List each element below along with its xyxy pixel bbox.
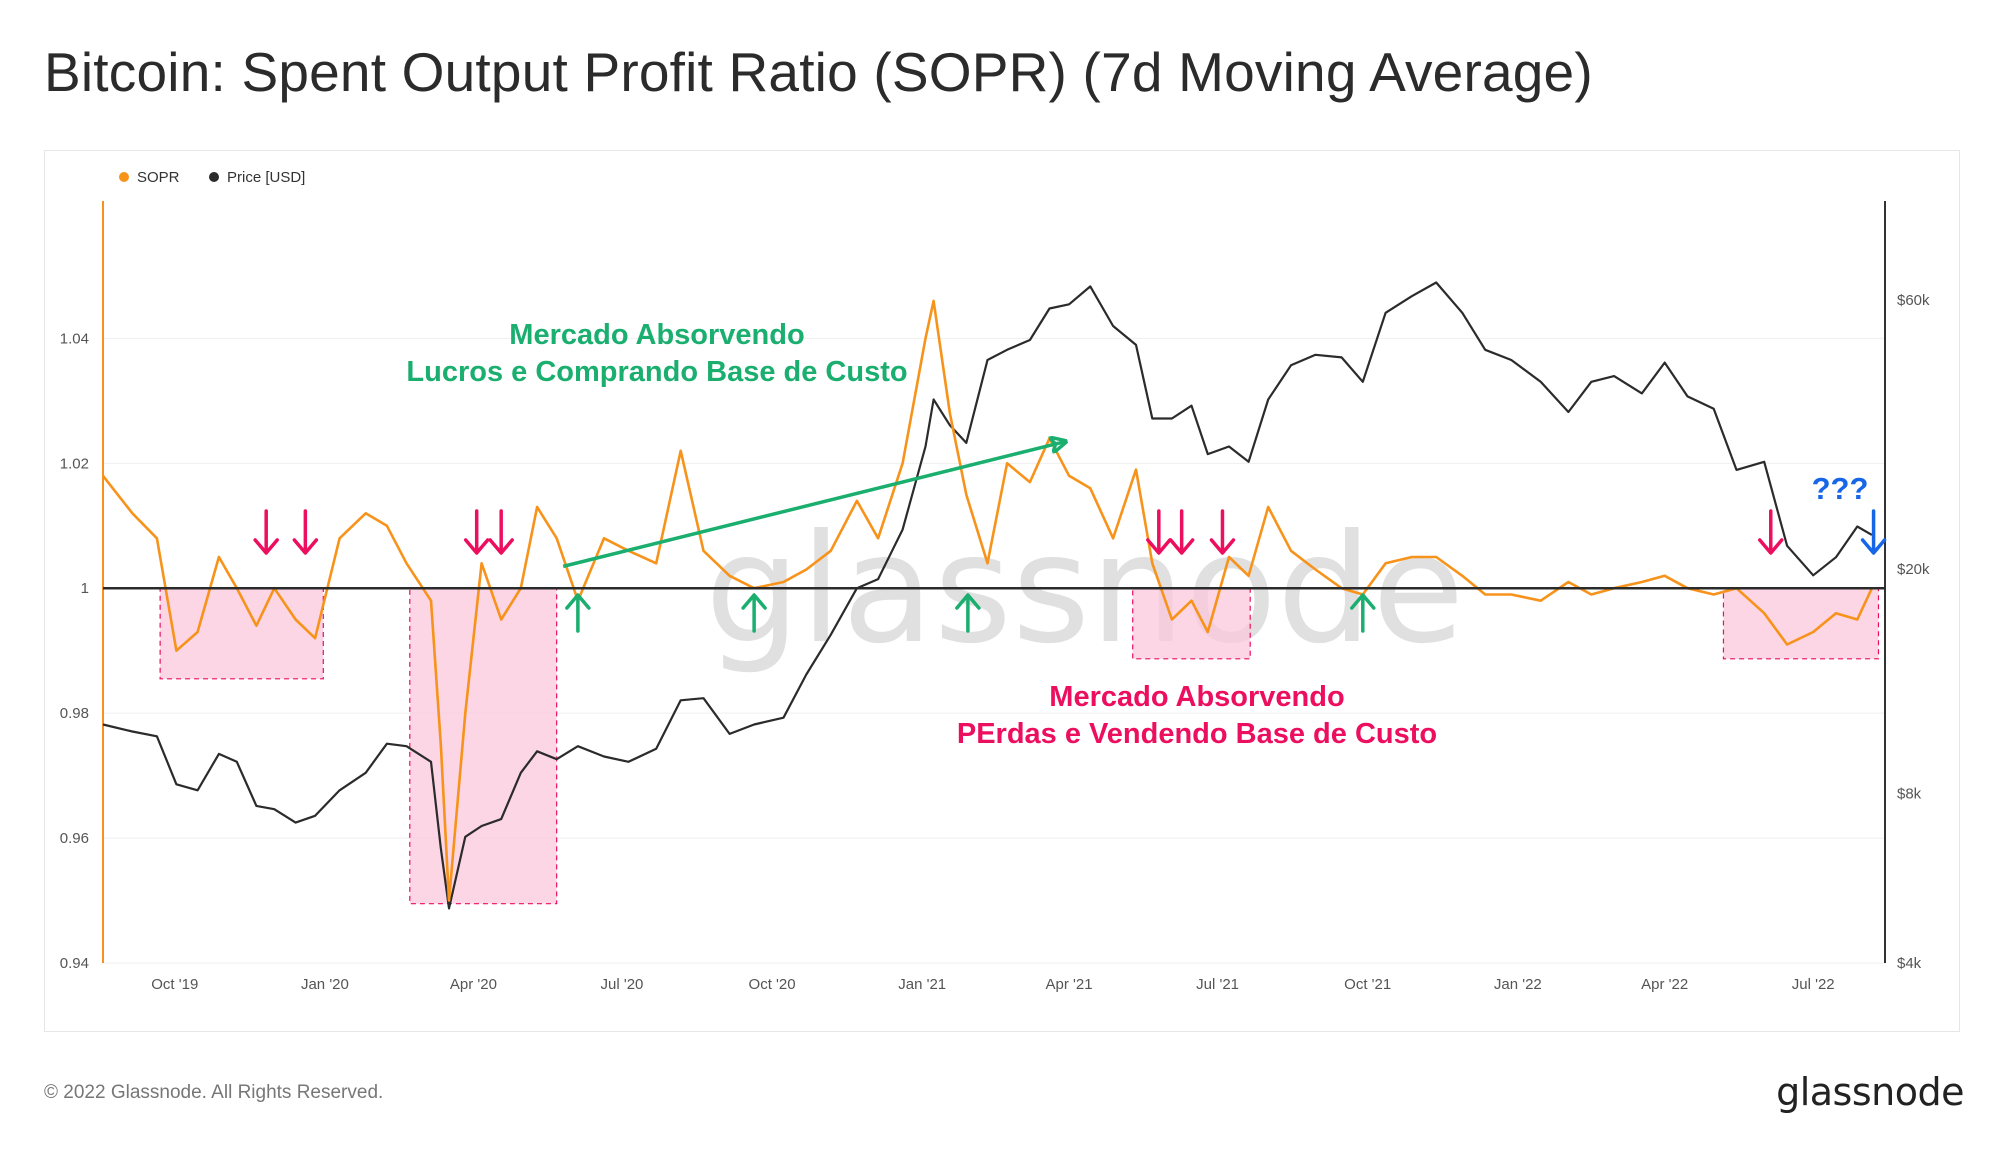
price-series-line [102, 281, 1873, 910]
arrow-head [1350, 593, 1376, 610]
chart-container: SOPR Price [USD] glassnode 0.94 0.96 0.98 1… [44, 150, 1960, 1032]
red-down-arrow [1168, 509, 1195, 555]
loss-highlight-zone [409, 587, 558, 905]
x-tick-label: Oct '21 [1344, 976, 1391, 993]
annotation-green-line1: Mercado Absorvendo [509, 319, 804, 351]
y-left-tick-label: 0.94 [60, 955, 89, 972]
annotation-red-line1: Mercado Absorvendo [1049, 681, 1344, 713]
arrow-head [1758, 538, 1784, 555]
legend: SOPR Price [USD] [119, 169, 305, 186]
y-left-tick-label: 1 [81, 580, 89, 597]
loss-highlight-zone [1132, 587, 1251, 660]
green-up-arrow [955, 593, 981, 633]
y-left-tick-label: 0.98 [60, 705, 89, 722]
watermark: glassnode [705, 503, 1464, 677]
page-title: Bitcoin: Spent Output Profit Ratio (SOPR… [44, 41, 1593, 103]
sopr-price-chart: SOPR Price [USD] glassnode 0.94 0.96 0.98 1… [60, 169, 1930, 993]
x-tick-label: Jul '22 [1792, 976, 1835, 993]
arrow-head [253, 538, 279, 555]
legend-price-swatch [209, 172, 219, 182]
y-right-tick-label: $60k [1897, 292, 1930, 309]
annotation-question-marks: ??? [1812, 471, 1869, 506]
sopr-axis-ticks: 0.94 0.96 0.98 1 1.02 1.04 [60, 330, 89, 972]
arrow-head [1860, 538, 1887, 555]
sopr-series-line [101, 299, 1874, 902]
legend-price-label: Price [USD] [227, 169, 305, 186]
blue-down-arrow [1860, 509, 1887, 555]
x-tick-label: Jul '21 [1196, 976, 1239, 993]
annotation-green-line2: Lucros e Comprando Base de Custo [406, 356, 907, 388]
red-down-arrow [488, 509, 514, 555]
x-tick-label: Apr '21 [1046, 976, 1093, 993]
x-tick-label: Oct '20 [749, 976, 796, 993]
arrow-head [1168, 538, 1195, 555]
arrow-head [741, 593, 767, 610]
annotation-red-line2: PErdas e Vendendo Base de Custo [957, 718, 1437, 750]
red-down-arrow [1146, 509, 1172, 555]
arrow-markers [253, 509, 1887, 633]
arrow-head [488, 538, 514, 555]
y-left-tick-label: 1.04 [60, 330, 89, 347]
arrow-head [565, 593, 591, 610]
arrow-head [292, 538, 319, 555]
legend-sopr-label: SOPR [137, 169, 180, 186]
x-tick-label: Jan '21 [898, 976, 946, 993]
arrow-head [463, 538, 490, 555]
y-left-tick-label: 0.96 [60, 830, 89, 847]
x-tick-label: Apr '20 [450, 976, 497, 993]
y-left-tick-label: 1.02 [60, 455, 89, 472]
series [101, 281, 1874, 910]
price-axis-ticks: $4k $8k $20k $60k [1897, 292, 1930, 972]
glassnode-logo: glassnode [1776, 1070, 1964, 1114]
green-up-arrow [1350, 593, 1376, 633]
x-tick-label: Oct '19 [151, 976, 198, 993]
y-right-tick-label: $20k [1897, 561, 1930, 578]
red-down-arrow [292, 509, 319, 555]
red-down-arrow [1758, 509, 1784, 555]
arrow-head [1146, 538, 1172, 555]
copyright-text: © 2022 Glassnode. All Rights Reserved. [44, 1082, 384, 1103]
loss-highlight-zone [159, 587, 324, 680]
arrow-head [955, 593, 981, 610]
green-up-arrow [565, 593, 591, 633]
red-down-arrow [253, 509, 279, 555]
x-tick-label: Jan '22 [1494, 976, 1542, 993]
arrow-head [1209, 538, 1236, 555]
y-right-tick-label: $4k [1897, 955, 1922, 972]
red-down-arrow [463, 509, 490, 555]
x-tick-label: Jan '20 [301, 976, 349, 993]
green-up-arrow [741, 593, 767, 633]
legend-sopr-swatch [119, 172, 129, 182]
x-tick-label: Apr '22 [1641, 976, 1688, 993]
profit-absorption-trend-arrow [562, 441, 1066, 569]
red-down-arrow [1209, 509, 1236, 555]
x-axis-ticks: Oct '19 Jan '20 Apr '20 Jul '20 Oct '20 Jan '… [151, 976, 1834, 993]
y-right-tick-label: $8k [1897, 785, 1922, 802]
x-tick-label: Jul '20 [600, 976, 643, 993]
